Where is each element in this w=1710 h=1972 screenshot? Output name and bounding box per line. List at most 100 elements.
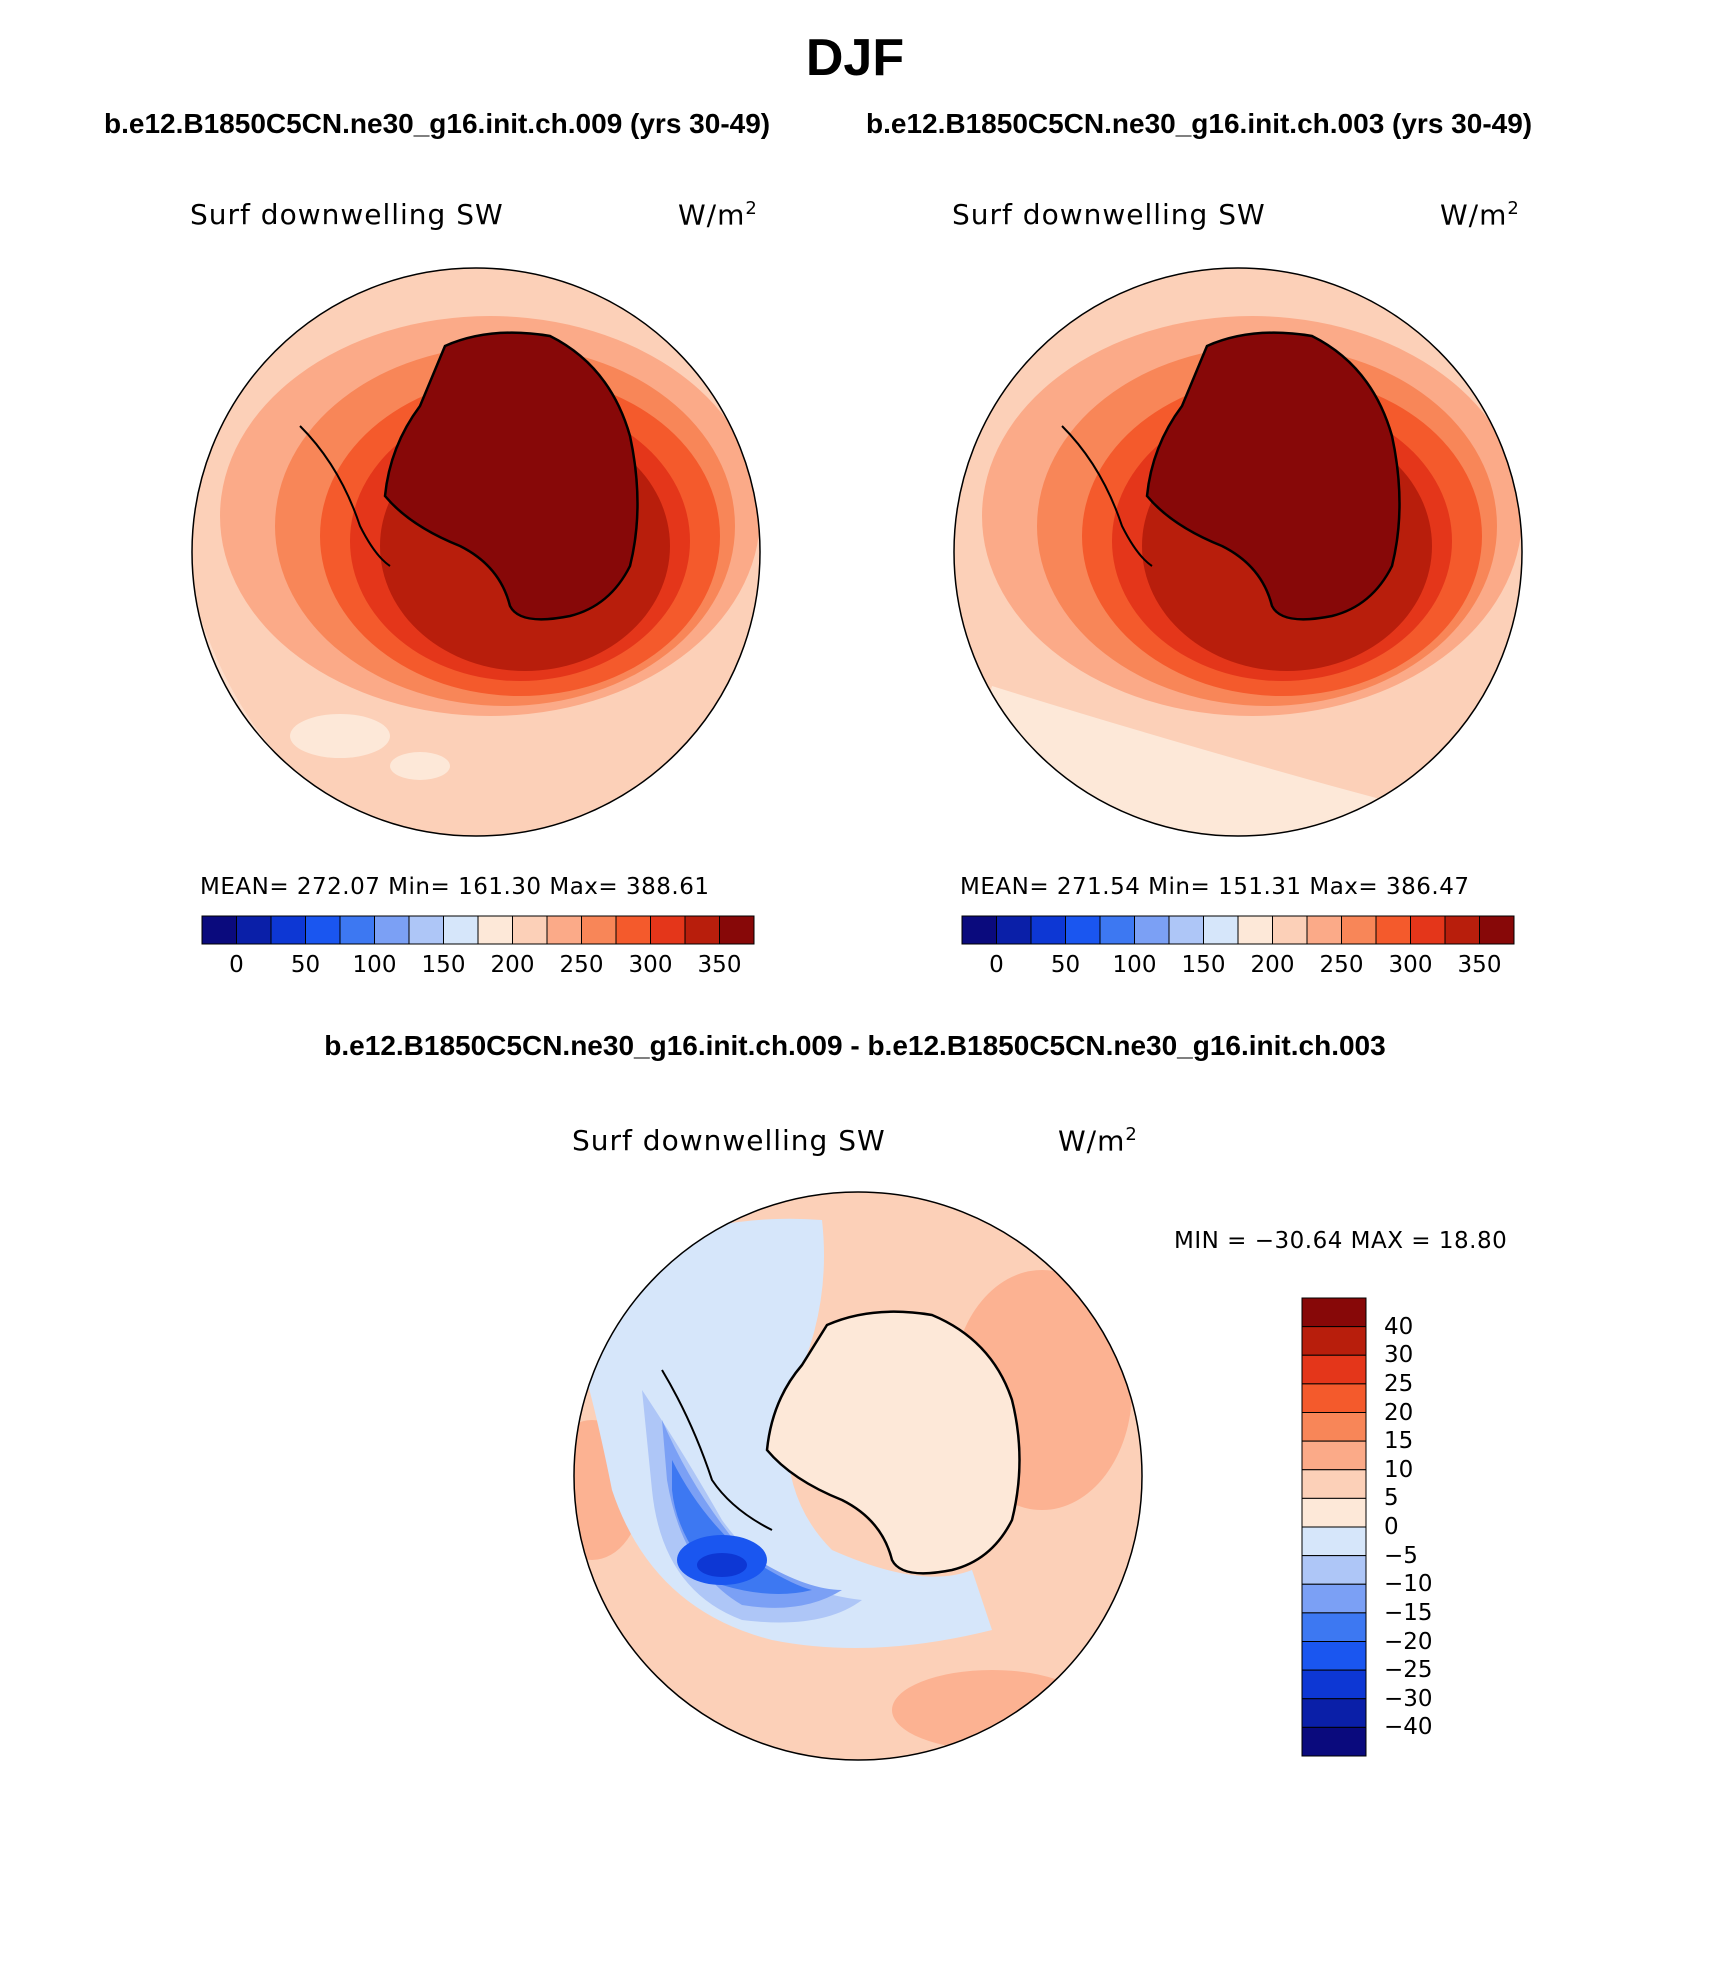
colorbar-swatch: [236, 915, 272, 945]
colorbar-swatch: [719, 915, 755, 945]
colorbar-swatch: [201, 915, 237, 945]
panel1-stats: MEAN= 272.07 Min= 161.30 Max= 388.61: [200, 874, 710, 900]
colorbar-swatch: [684, 915, 720, 945]
diff-minmax: MIN = −30.64 MAX = 18.80: [1174, 1228, 1508, 1254]
colorbar-swatch: [270, 915, 306, 945]
colorbar-tick-label: 10: [1384, 1456, 1414, 1483]
map-difference: [573, 1191, 1143, 1761]
colorbar-case1-ticks: 0 50 100 150 200 250 300 350: [202, 952, 754, 982]
diff-variable-label: Surf downwelling SW: [572, 1124, 886, 1157]
colorbar-swatch: [1301, 1326, 1367, 1356]
colorbar-swatch: [1099, 915, 1135, 945]
case1-title: b.e12.B1850C5CN.ne30_g16.init.ch.009 (yr…: [104, 108, 771, 139]
colorbar-tick-label: 300: [1388, 952, 1433, 978]
colorbar-tick-label: 200: [1250, 952, 1295, 978]
colorbar-swatch: [1030, 915, 1066, 945]
colorbar-tick-label: −10: [1384, 1571, 1433, 1598]
colorbar-swatch: [1168, 915, 1204, 945]
colorbar-tick-label: −15: [1384, 1599, 1433, 1626]
colorbar-swatch: [339, 915, 375, 945]
colorbar-tick-label: 150: [421, 952, 466, 978]
colorbar-swatch: [1301, 1583, 1367, 1614]
colorbar-tick-label: 20: [1384, 1399, 1414, 1426]
colorbar-tick-label: 0: [229, 952, 244, 978]
colorbar-difference: [1301, 1297, 1367, 1757]
panel1-units-label: W/m2: [678, 198, 758, 232]
colorbar-tick-label: 350: [1457, 952, 1502, 978]
colorbar-swatch: [1301, 1526, 1367, 1557]
case2-title: b.e12.B1850C5CN.ne30_g16.init.ch.003 (yr…: [866, 108, 1533, 139]
colorbar-tick-label: 5: [1384, 1485, 1399, 1512]
colorbar-tick-label: 15: [1384, 1428, 1414, 1455]
colorbar-swatch: [1134, 915, 1170, 945]
colorbar-tick-label: 0: [1384, 1514, 1399, 1540]
colorbar-tick-label: 150: [1181, 952, 1226, 978]
colorbar-swatch: [512, 915, 548, 945]
map-case1: [191, 267, 761, 837]
colorbar-case1: [201, 915, 755, 945]
colorbar-tick-label: 50: [1050, 952, 1081, 978]
colorbar-tick-label: 250: [559, 952, 604, 978]
colorbar-swatch: [1375, 915, 1411, 945]
colorbar-swatch: [477, 915, 513, 945]
colorbar-tick-label: 200: [490, 952, 535, 978]
colorbar-swatch: [1272, 915, 1308, 945]
colorbar-tick-label: 350: [697, 952, 742, 978]
colorbar-swatch: [1301, 1641, 1367, 1671]
colorbar-swatch: [1479, 915, 1515, 945]
colorbar-swatch: [1306, 915, 1342, 945]
panel2-units-label: W/m2: [1440, 198, 1520, 232]
colorbar-swatch: [1301, 1383, 1367, 1413]
colorbar-swatch: [615, 915, 651, 945]
colorbar-swatch: [1203, 915, 1239, 945]
colorbar-swatch: [1301, 1440, 1367, 1471]
season-title: DJF: [805, 29, 905, 87]
colorbar-difference-ticks: 40 30 25 20 15 10 5 0 −5 −10 −15 −20 −25 −30 −40: [1384, 1298, 1464, 1756]
colorbar-swatch: [1301, 1297, 1367, 1328]
colorbar-tick-label: 250: [1319, 952, 1364, 978]
colorbar-case2-ticks: 0 50 100 150 200 250 300 350: [962, 952, 1514, 982]
colorbar-swatch: [1301, 1497, 1367, 1528]
colorbar-tick-label: −40: [1384, 1714, 1433, 1741]
colorbar-swatch: [1301, 1412, 1367, 1442]
colorbar-swatch: [408, 915, 444, 945]
colorbar-swatch: [1301, 1669, 1367, 1700]
colorbar-tick-label: 40: [1384, 1313, 1414, 1340]
map-case2: [953, 267, 1523, 837]
colorbar-swatch: [1410, 915, 1446, 945]
colorbar-swatch: [1237, 915, 1273, 945]
panel2-variable-label: Surf downwelling SW: [952, 198, 1266, 231]
colorbar-tick-label: −5: [1384, 1542, 1418, 1569]
diff-title: b.e12.B1850C5CN.ne30_g16.init.ch.009 - b…: [324, 1030, 1386, 1061]
colorbar-tick-label: −25: [1384, 1657, 1433, 1684]
colorbar-swatch: [1301, 1469, 1367, 1499]
colorbar-swatch: [1444, 915, 1480, 945]
colorbar-swatch: [1301, 1555, 1367, 1585]
colorbar-swatch: [305, 915, 341, 945]
colorbar-tick-label: −20: [1384, 1628, 1433, 1655]
colorbar-tick-label: 0: [989, 952, 1004, 978]
colorbar-swatch: [1341, 915, 1377, 945]
panel2-stats: MEAN= 271.54 Min= 151.31 Max= 386.47: [960, 874, 1470, 900]
colorbar-swatch: [1301, 1612, 1367, 1642]
colorbar-swatch: [961, 915, 997, 945]
colorbar-swatch: [546, 915, 582, 945]
colorbar-tick-label: 300: [628, 952, 673, 978]
colorbar-swatch: [1301, 1354, 1367, 1385]
colorbar-case2: [961, 915, 1515, 945]
colorbar-swatch: [996, 915, 1032, 945]
colorbar-tick-label: −30: [1384, 1685, 1433, 1712]
colorbar-swatch: [443, 915, 479, 945]
diff-units-label: W/m2: [1058, 1124, 1138, 1158]
colorbar-tick-label: 100: [352, 952, 397, 978]
colorbar-tick-label: 30: [1384, 1342, 1414, 1369]
colorbar-tick-label: 50: [290, 952, 321, 978]
panel1-variable-label: Surf downwelling SW: [190, 198, 504, 231]
colorbar-tick-label: 100: [1112, 952, 1157, 978]
colorbar-swatch: [650, 915, 686, 945]
colorbar-swatch: [1065, 915, 1101, 945]
colorbar-swatch: [1301, 1726, 1367, 1757]
colorbar-swatch: [581, 915, 617, 945]
colorbar-tick-label: 25: [1384, 1370, 1414, 1397]
colorbar-swatch: [374, 915, 410, 945]
